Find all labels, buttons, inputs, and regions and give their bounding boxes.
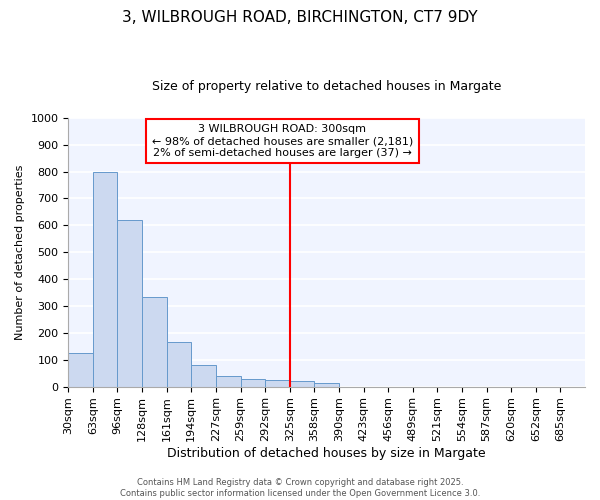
- Bar: [167, 342, 191, 386]
- Text: 3 WILBROUGH ROAD: 300sqm
← 98% of detached houses are smaller (2,181)
2% of semi: 3 WILBROUGH ROAD: 300sqm ← 98% of detach…: [152, 124, 413, 158]
- Bar: [118, 220, 142, 386]
- Text: 3, WILBROUGH ROAD, BIRCHINGTON, CT7 9DY: 3, WILBROUGH ROAD, BIRCHINGTON, CT7 9DY: [122, 10, 478, 25]
- Bar: [142, 296, 167, 386]
- Text: Contains HM Land Registry data © Crown copyright and database right 2025.
Contai: Contains HM Land Registry data © Crown c…: [120, 478, 480, 498]
- Bar: [265, 380, 290, 386]
- Title: Size of property relative to detached houses in Margate: Size of property relative to detached ho…: [152, 80, 502, 93]
- Bar: [68, 353, 93, 386]
- Y-axis label: Number of detached properties: Number of detached properties: [15, 164, 25, 340]
- Bar: [216, 376, 241, 386]
- Bar: [93, 172, 118, 386]
- Bar: [314, 384, 339, 386]
- X-axis label: Distribution of detached houses by size in Margate: Distribution of detached houses by size …: [167, 447, 486, 460]
- Bar: [290, 381, 314, 386]
- Bar: [241, 379, 265, 386]
- Bar: [191, 364, 216, 386]
